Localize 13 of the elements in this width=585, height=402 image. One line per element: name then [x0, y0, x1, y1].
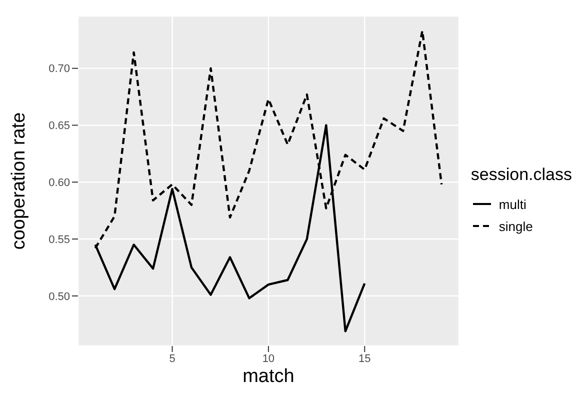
y-tick-label: 0.60 — [48, 177, 70, 190]
x-tick-label: 5 — [169, 352, 176, 365]
y-axis-title: cooperation rate — [8, 112, 30, 250]
legend-label: multi — [498, 196, 526, 212]
y-tick-label: 0.50 — [48, 290, 70, 303]
y-tick-label: 0.65 — [48, 120, 70, 132]
x-axis-title: match — [242, 366, 294, 387]
x-tick-label: 15 — [358, 352, 371, 365]
y-tick-label: 0.70 — [48, 63, 70, 76]
y-tick-label: 0.55 — [48, 234, 70, 246]
x-tick-label: 10 — [262, 352, 275, 365]
legend-label: single — [498, 218, 533, 234]
legend-title: session.class — [470, 165, 572, 185]
